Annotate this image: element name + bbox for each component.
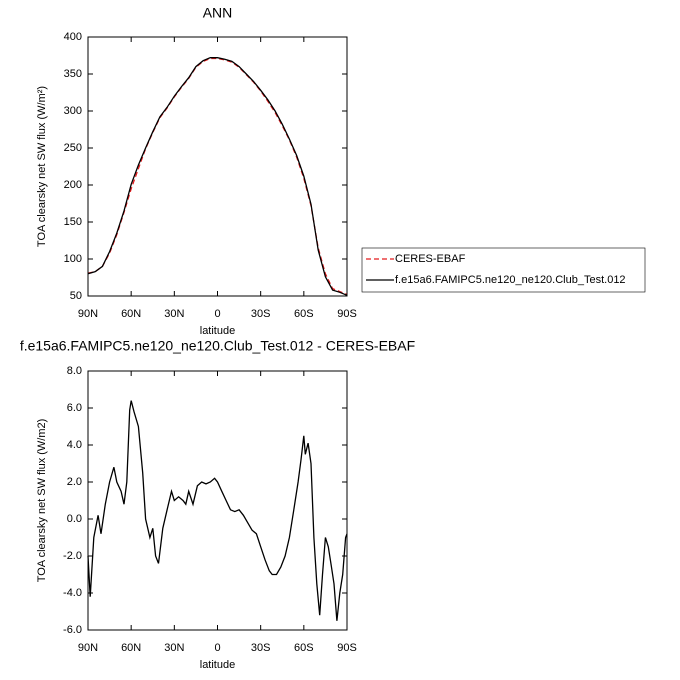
- y-tick-label: 50: [70, 290, 82, 302]
- y-axis-label: TOA clearsky net SW flux (W/m2): [36, 419, 48, 583]
- x-axis-label: latitude: [200, 659, 235, 671]
- chart-title: ANN: [203, 5, 233, 21]
- data-line: [87, 400, 348, 621]
- y-tick-label: 4.0: [67, 439, 82, 451]
- x-axis-label: latitude: [200, 325, 235, 337]
- x-tick-label: 90N: [78, 642, 98, 654]
- x-tick-label: 90S: [337, 642, 357, 654]
- y-tick-label: 250: [64, 142, 82, 154]
- y-tick-label: 6.0: [67, 402, 82, 414]
- legend-label: CERES-EBAF: [395, 253, 466, 265]
- y-tick-label: -4.0: [63, 587, 82, 599]
- x-tick-label: 0: [214, 308, 220, 320]
- y-axis-label: TOA clearsky net SW flux (W/m²): [36, 86, 48, 247]
- y-tick-label: 400: [64, 31, 82, 43]
- x-tick-label: 60S: [294, 308, 314, 320]
- y-tick-label: -2.0: [63, 550, 82, 562]
- x-tick-label: 0: [214, 642, 220, 654]
- y-tick-label: 2.0: [67, 476, 82, 488]
- x-tick-label: 60N: [121, 308, 141, 320]
- chart-title: f.e15a6.FAMIPC5.ne120_ne120.Club_Test.01…: [20, 338, 415, 354]
- y-tick-label: 200: [64, 179, 82, 191]
- y-tick-label: 350: [64, 68, 82, 80]
- plot-frame: [87, 370, 348, 631]
- legend-label: f.e15a6.FAMIPC5.ne120_ne120.Club_Test.01…: [395, 274, 626, 286]
- x-tick-label: 30S: [251, 308, 271, 320]
- data-line: [87, 57, 348, 296]
- x-tick-label: 30S: [251, 642, 271, 654]
- data-line: [87, 57, 348, 296]
- y-tick-label: 8.0: [67, 365, 82, 377]
- x-tick-label: 60N: [121, 642, 141, 654]
- y-tick-label: 100: [64, 253, 82, 265]
- legend-box: [361, 247, 646, 293]
- x-tick-label: 60S: [294, 642, 314, 654]
- y-tick-label: 150: [64, 216, 82, 228]
- x-tick-label: 90N: [78, 308, 98, 320]
- y-tick-label: 0.0: [67, 513, 82, 525]
- y-tick-label: 300: [64, 105, 82, 117]
- plot-frame: [87, 36, 348, 297]
- y-tick-label: -6.0: [63, 624, 82, 636]
- x-tick-label: 90S: [337, 308, 357, 320]
- x-tick-label: 30N: [164, 308, 184, 320]
- x-tick-label: 30N: [164, 642, 184, 654]
